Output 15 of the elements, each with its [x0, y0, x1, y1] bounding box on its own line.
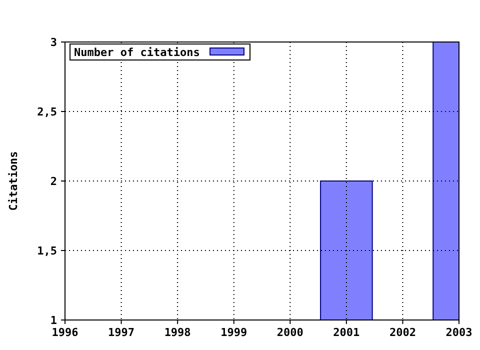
x-tick-label: 1999: [220, 326, 248, 339]
x-tick-label: 1998: [164, 326, 191, 339]
legend-label: Number of citations: [74, 46, 200, 59]
y-axis-title: Citations: [7, 151, 20, 211]
y-tick-label: 1,5: [37, 244, 57, 258]
x-tick-label: 2001: [333, 326, 360, 339]
x-tick-label: 1997: [108, 326, 135, 339]
x-tick-label: 2000: [276, 326, 304, 339]
x-tick-label: 2003: [446, 326, 472, 339]
y-tick-label: 2: [50, 175, 57, 188]
y-tick-label: 3: [50, 36, 57, 49]
y-tick-label: 2,5: [37, 106, 57, 118]
x-tick-label: 1996: [52, 326, 79, 339]
x-tick-label: 2002: [389, 326, 416, 339]
y-tick-label: 1: [50, 314, 58, 327]
